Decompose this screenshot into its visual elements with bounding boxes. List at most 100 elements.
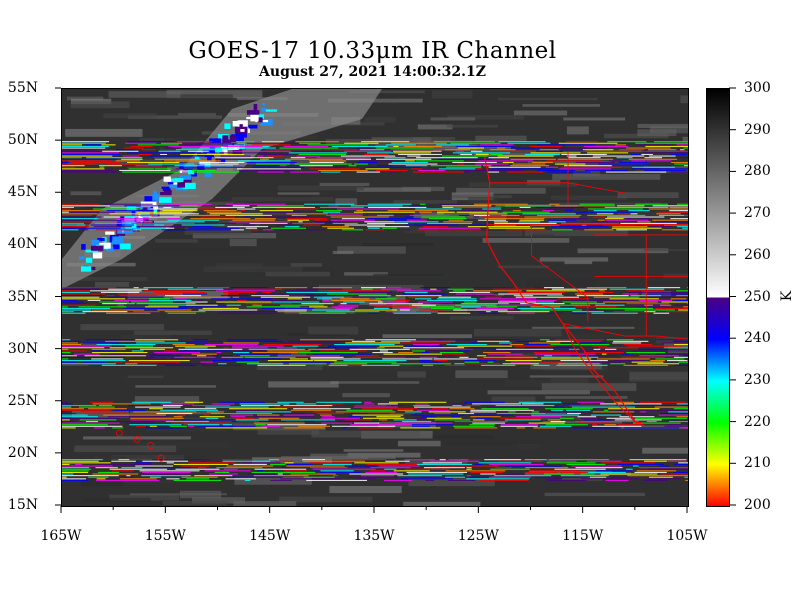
noise-streak <box>465 404 481 407</box>
noise-streak <box>539 339 550 341</box>
cold-cloud-pixel <box>152 194 159 201</box>
noise-streak <box>420 287 451 289</box>
cold-cloud-pixel <box>230 135 237 142</box>
noise-streak <box>422 306 455 308</box>
noise-streak <box>131 222 195 224</box>
noise-streak <box>684 214 688 216</box>
cloud-texture <box>368 365 434 372</box>
noise-streak <box>181 476 218 478</box>
noise-streak <box>62 422 120 424</box>
noise-streak <box>455 304 496 306</box>
noise-streak <box>481 216 524 218</box>
noise-streak <box>359 149 385 151</box>
noise-streak <box>149 355 181 357</box>
noise-streak <box>528 422 565 424</box>
noise-streak <box>575 467 623 469</box>
noise-streak <box>674 344 688 346</box>
cloud-texture <box>451 195 512 199</box>
noise-streak <box>124 361 181 363</box>
noise-streak <box>228 476 283 478</box>
noise-streak <box>580 417 601 419</box>
noise-streak <box>496 348 554 350</box>
noise-streak <box>160 403 195 405</box>
state-border <box>531 224 589 322</box>
noise-streak <box>419 476 439 478</box>
noise-streak <box>312 287 353 289</box>
noise-streak <box>591 424 598 426</box>
noise-streak <box>489 149 516 151</box>
noise-streak <box>619 149 645 151</box>
noise-streak <box>596 307 654 309</box>
noise-streak <box>62 352 71 354</box>
noise-streak <box>62 299 78 301</box>
cloud-texture <box>253 269 334 278</box>
noise-streak <box>551 409 564 411</box>
noise-streak <box>548 221 566 223</box>
noise-streak <box>445 476 465 478</box>
noise-streak <box>350 424 412 426</box>
noise-streak <box>218 363 227 365</box>
noise-streak <box>390 412 416 415</box>
noise-streak <box>277 311 307 313</box>
cold-cloud-pixel <box>90 245 104 251</box>
noise-streak <box>391 363 451 365</box>
colorbar-unit: K <box>779 290 796 302</box>
noise-streak <box>372 352 393 354</box>
noise-streak <box>628 210 650 212</box>
noise-streak <box>62 342 78 344</box>
cloud-texture <box>413 137 456 142</box>
cloud-texture <box>79 342 112 347</box>
cold-cloud-pixel <box>145 210 155 216</box>
noise-streak <box>609 160 623 162</box>
noise-streak <box>232 288 283 290</box>
coastline <box>483 156 642 424</box>
noise-streak <box>676 157 688 159</box>
noise-streak <box>505 473 525 475</box>
noise-streak <box>62 158 118 160</box>
noise-streak <box>192 404 231 407</box>
noise-streak <box>62 301 84 303</box>
noise-streak <box>299 312 346 314</box>
noise-streak <box>163 147 179 149</box>
noise-streak <box>62 470 89 472</box>
noise-streak <box>649 476 673 478</box>
noise-streak <box>70 211 115 213</box>
noise-streak <box>395 221 439 223</box>
noise-streak <box>497 155 554 157</box>
noise-streak <box>374 306 418 308</box>
noise-streak <box>99 301 130 303</box>
noise-streak <box>446 166 482 168</box>
noise-streak <box>210 412 273 415</box>
noise-streak <box>327 293 387 295</box>
cloud-texture <box>84 497 151 503</box>
noise-streak <box>310 356 344 358</box>
cloud-texture <box>127 291 229 299</box>
noise-streak <box>367 227 380 229</box>
noise-streak <box>82 342 119 344</box>
cloud-texture <box>279 496 373 503</box>
noise-streak <box>133 311 160 313</box>
noise-streak <box>257 155 264 157</box>
noise-streak <box>230 287 269 289</box>
noise-streak <box>534 287 543 289</box>
noise-streak <box>295 141 339 143</box>
noise-streak <box>254 218 276 220</box>
noise-streak <box>124 307 188 309</box>
noise-streak <box>365 168 390 170</box>
noise-streak <box>570 299 635 301</box>
noise-streak <box>62 222 85 224</box>
noise-streak <box>514 345 555 347</box>
noise-streak <box>519 206 531 208</box>
noise-streak <box>626 147 671 149</box>
noise-streak <box>373 307 389 309</box>
noise-streak <box>128 168 155 170</box>
baja-coastline <box>562 323 637 423</box>
noise-streak <box>62 168 105 170</box>
cloud-texture <box>637 123 688 129</box>
noise-streak <box>164 203 213 205</box>
noise-streak <box>179 340 223 342</box>
noise-streak <box>225 478 256 480</box>
noise-streak <box>554 339 605 341</box>
noise-streak <box>315 221 342 223</box>
noise-streak <box>397 409 414 411</box>
